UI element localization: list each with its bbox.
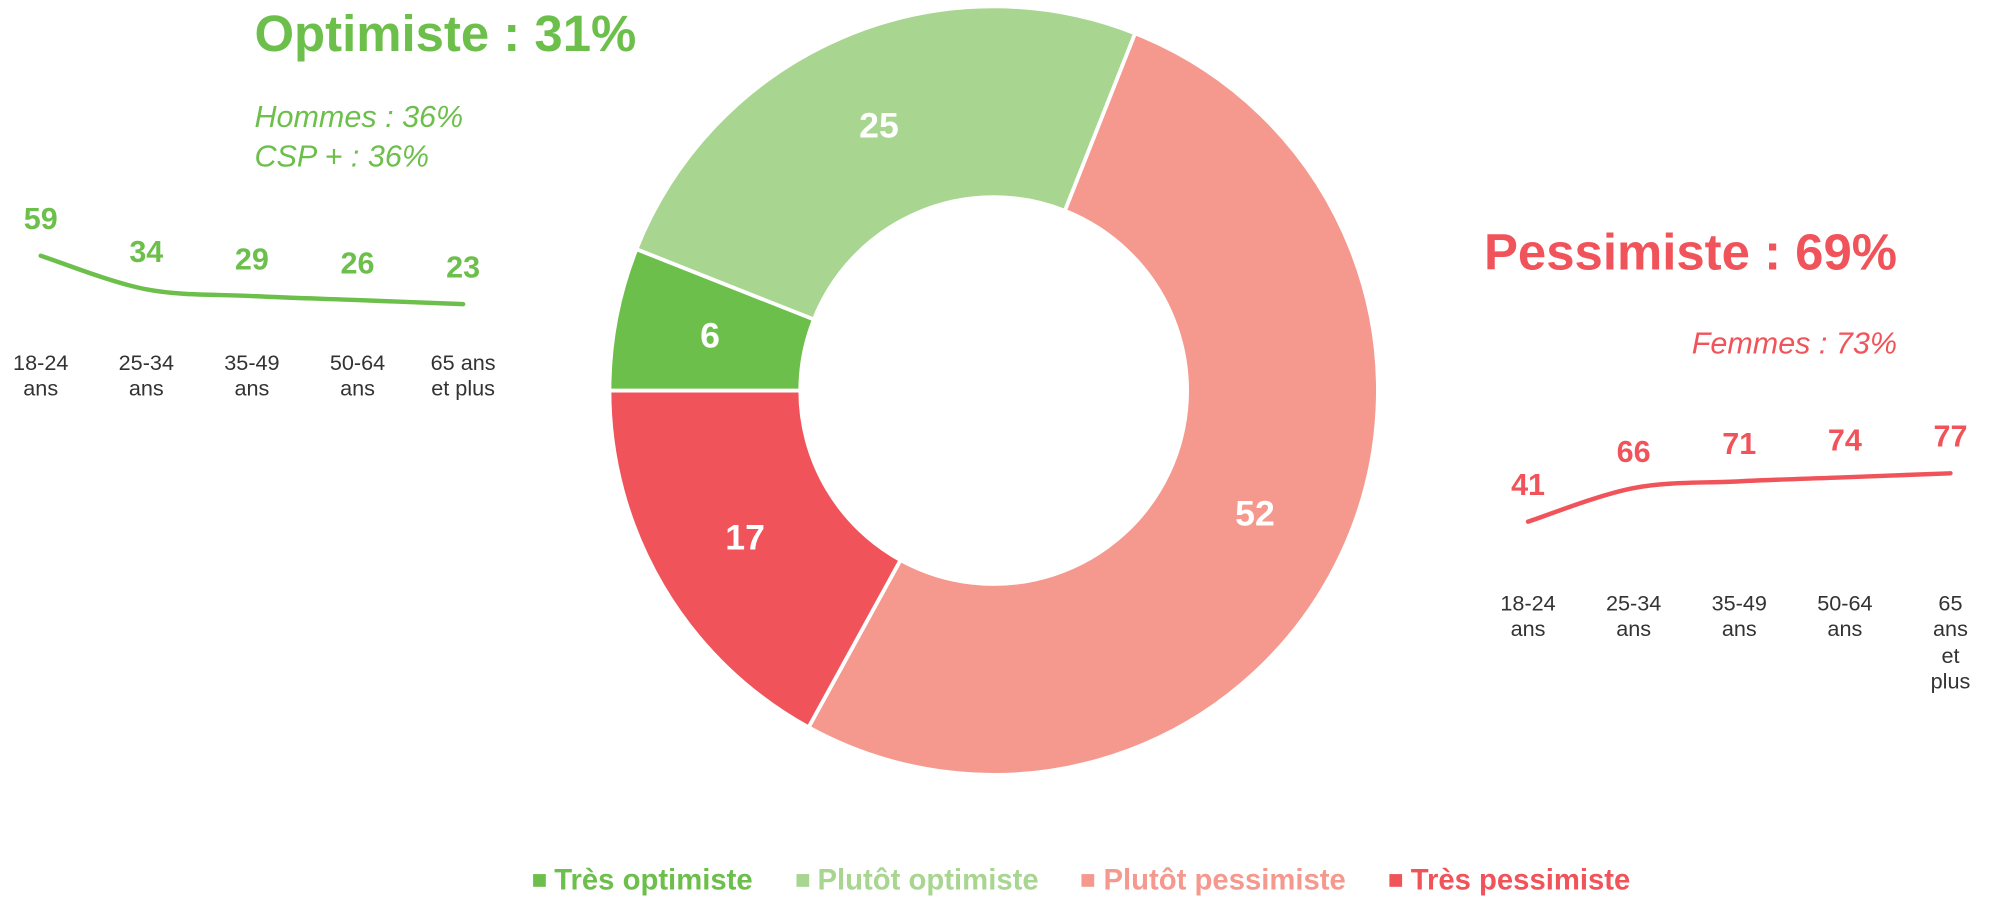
- group-title: Pessimiste : 69%: [1483, 225, 1898, 282]
- category-label: 18-24 ans: [13, 351, 69, 402]
- category-label: 25-34 ans: [1605, 591, 1662, 642]
- data-label: 66: [1616, 434, 1651, 469]
- donut-slice: [633, 4, 1138, 322]
- slice-label: 6: [700, 316, 720, 356]
- legend-label: Très pessimiste: [1410, 862, 1631, 896]
- legend-swatch: [1389, 873, 1402, 887]
- category-label: 50-64 ans: [329, 351, 386, 402]
- trend-line: [38, 253, 466, 307]
- slice-label: 52: [1235, 493, 1275, 533]
- legend-item: Plutôt optimiste: [795, 862, 1039, 897]
- donut-slice: [607, 388, 904, 730]
- category-label: 50-64 ans: [1817, 591, 1873, 642]
- legend-swatch: [1081, 873, 1095, 887]
- legend-swatch: [532, 873, 546, 887]
- data-label: 74: [1827, 423, 1862, 459]
- donut-slice: [805, 30, 1380, 777]
- annotation: CSP + : 36%: [254, 139, 430, 175]
- data-label: 77: [1933, 419, 1968, 455]
- legend-label: Plutôt pessimiste: [1103, 862, 1346, 896]
- slice-label: 17: [725, 517, 765, 557]
- legend-item: Très optimiste: [532, 862, 753, 897]
- category-label: 35-49 ans: [224, 351, 280, 402]
- data-label: 71: [1722, 427, 1757, 463]
- annotation: Femmes : 73%: [1691, 326, 1898, 362]
- legend-item: Très pessimiste: [1389, 863, 1630, 897]
- data-label: 23: [446, 250, 481, 285]
- data-label: 41: [1511, 468, 1546, 503]
- category-label: 35-49 ans: [1711, 591, 1767, 642]
- legend: Très optimiste Plutôt optimiste Plutôt pes…: [0, 863, 1995, 897]
- legend-label: Plutôt optimiste: [817, 862, 1039, 896]
- category-label: 18-24 ans: [1500, 591, 1556, 642]
- data-label: 59: [23, 202, 58, 237]
- category-label: 25-34 ans: [118, 351, 174, 402]
- data-label: 29: [234, 242, 269, 277]
- data-label: 34: [129, 235, 164, 271]
- trend-line: [1525, 471, 1953, 524]
- legend-label: Très optimiste: [554, 862, 753, 896]
- legend-swatch: [795, 873, 809, 887]
- group-title: Optimiste : 31%: [254, 6, 637, 63]
- annotation: Hommes : 36%: [254, 100, 464, 135]
- legend-item: Plutôt pessimiste: [1081, 862, 1346, 897]
- category-label: 65 ans et plus: [1930, 591, 1971, 694]
- category-label: 65 ans et plus: [430, 351, 496, 402]
- data-label: 26: [340, 246, 375, 281]
- slice-label: 25: [859, 105, 899, 145]
